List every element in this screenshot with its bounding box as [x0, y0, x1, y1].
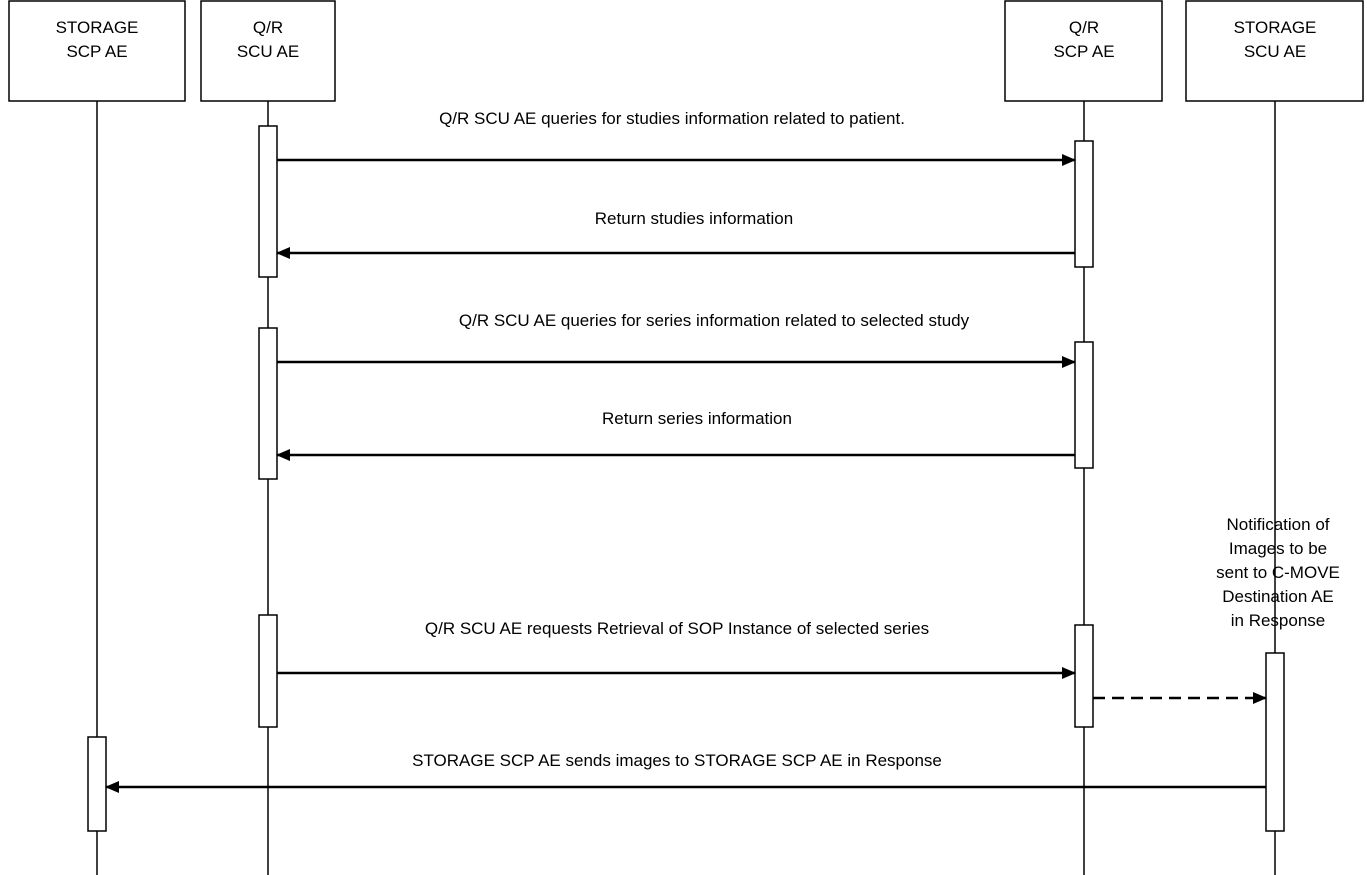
note-line: Destination AE — [1222, 587, 1334, 606]
message-label-1: Q/R SCU AE queries for studies informati… — [439, 109, 905, 128]
message-label-7: STORAGE SCP AE sends images to STORAGE S… — [412, 751, 942, 770]
activation-qr-scu-3 — [258, 614, 278, 728]
note-line: Images to be — [1229, 539, 1327, 558]
activation-qr-scp-1 — [1074, 140, 1094, 268]
activation-storage-scp-1 — [87, 736, 107, 832]
activation-qr-scp-2 — [1074, 341, 1094, 469]
participant-qr-scu: Q/R SCU AE — [200, 0, 336, 102]
participant-label-line1: Q/R — [1069, 18, 1099, 37]
participant-label-line2: SCU AE — [237, 42, 299, 61]
participant-qr-scp: Q/R SCP AE — [1004, 0, 1163, 102]
activation-qr-scu-2 — [258, 327, 278, 480]
participant-label-line1: Q/R — [253, 18, 283, 37]
participant-label-line2: SCP AE — [1053, 42, 1114, 61]
note-line: sent to C-MOVE — [1216, 563, 1340, 582]
participant-label-line1: STORAGE — [56, 18, 139, 37]
participant-label-line2: SCU AE — [1244, 42, 1306, 61]
message-label-4: Return series information — [602, 409, 792, 428]
activation-qr-scu-1 — [258, 125, 278, 278]
message-label-2: Return studies information — [595, 209, 793, 228]
message-label-5: Q/R SCU AE requests Retrieval of SOP Ins… — [425, 619, 929, 638]
participant-storage-scp: STORAGE SCP AE — [8, 0, 186, 102]
participant-label-line2: SCP AE — [66, 42, 127, 61]
participant-label-line1: STORAGE — [1234, 18, 1317, 37]
note-line: Notification of — [1227, 515, 1330, 534]
notification-note: Notification of Images to be sent to C-M… — [1216, 515, 1340, 630]
participant-storage-scu: STORAGE SCU AE — [1185, 0, 1364, 102]
message-label-3: Q/R SCU AE queries for series informatio… — [459, 311, 970, 330]
activation-qr-scp-3 — [1074, 624, 1094, 728]
activation-storage-scu-1 — [1265, 652, 1285, 832]
note-line: in Response — [1231, 611, 1326, 630]
